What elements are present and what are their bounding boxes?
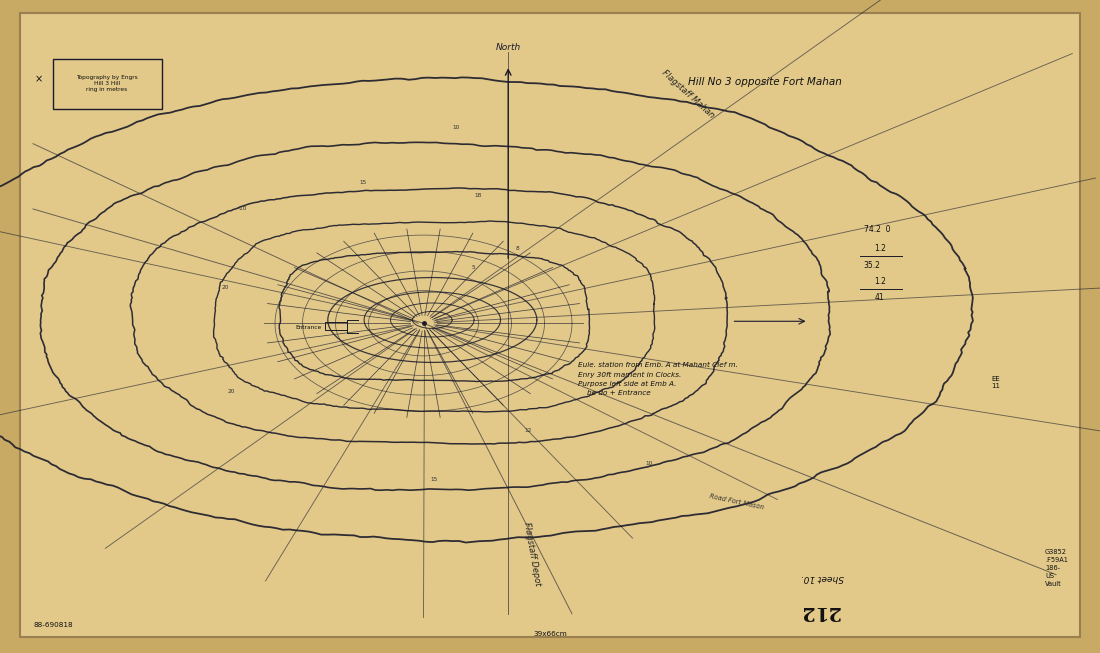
Text: 12: 12 <box>525 428 531 434</box>
Text: 20: 20 <box>222 285 229 290</box>
Text: 15: 15 <box>360 180 366 185</box>
Text: Topography by Engrs
Hill 3 Hill
ring in metres: Topography by Engrs Hill 3 Hill ring in … <box>76 75 138 92</box>
Text: Sheet 10.: Sheet 10. <box>801 573 845 582</box>
Text: 10: 10 <box>646 461 652 466</box>
Text: Hill No 3 opposite Fort Mahan: Hill No 3 opposite Fort Mahan <box>688 77 842 87</box>
Bar <box>324 322 346 330</box>
Text: 5: 5 <box>471 265 475 270</box>
Text: -10: -10 <box>238 206 246 212</box>
Text: 15: 15 <box>431 477 438 483</box>
Text: 20: 20 <box>228 389 234 394</box>
Text: 8: 8 <box>515 246 519 251</box>
Text: 212: 212 <box>799 601 840 620</box>
Text: Flagstaff Mahan: Flagstaff Mahan <box>660 68 716 119</box>
Text: Road Fort Mason: Road Fort Mason <box>710 493 764 511</box>
Text: 41: 41 <box>874 293 884 302</box>
Text: Flagstaff Depot: Flagstaff Depot <box>522 521 542 586</box>
Text: 18: 18 <box>475 193 482 199</box>
Text: 10: 10 <box>453 125 460 130</box>
Text: 39x66cm: 39x66cm <box>534 631 566 637</box>
Text: 1.2: 1.2 <box>874 244 887 253</box>
Text: Entrance: Entrance <box>295 325 321 330</box>
Text: 74.2  0: 74.2 0 <box>864 225 890 234</box>
Text: 35.2: 35.2 <box>864 261 880 270</box>
Text: 1.2: 1.2 <box>874 277 887 286</box>
Text: 88-690818: 88-690818 <box>33 622 73 628</box>
Text: Eule. station from Emb. A at Mahant Clef m.
Enry 30ft mament in Clocks.
Purpose : Eule. station from Emb. A at Mahant Clef… <box>578 362 737 396</box>
Text: EE
11: EE 11 <box>991 375 1000 389</box>
Text: G3852
.F59A1
186-
US
Vault: G3852 .F59A1 186- US Vault <box>1045 549 1068 586</box>
Text: ×: × <box>34 74 43 85</box>
Text: North: North <box>496 43 520 52</box>
